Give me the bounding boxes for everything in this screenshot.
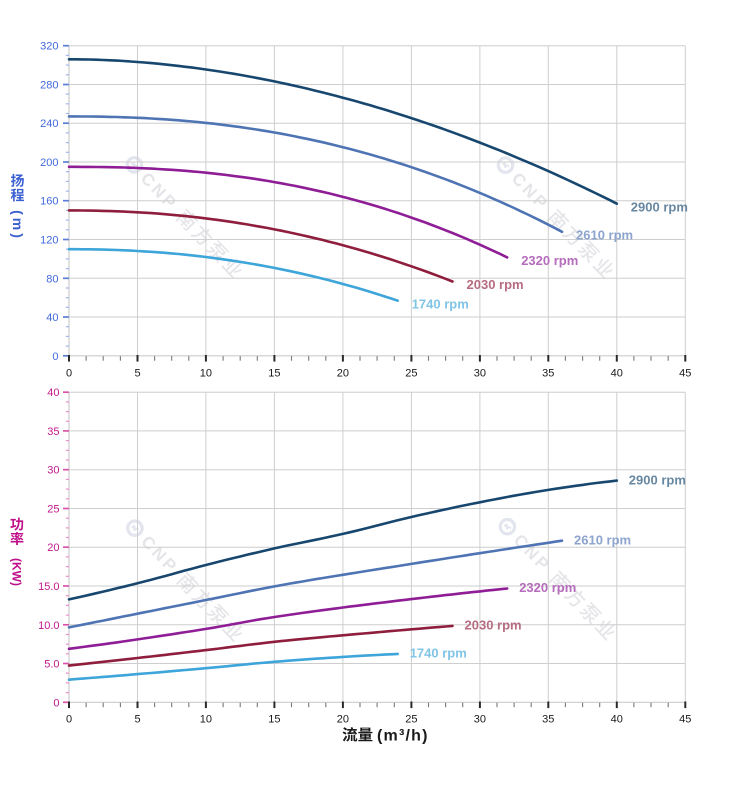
svg-text:30: 30 [47, 465, 59, 477]
svg-text:0: 0 [53, 697, 59, 709]
svg-text:25: 25 [405, 367, 417, 379]
svg-text:2320 rpm: 2320 rpm [521, 253, 578, 268]
svg-text:240: 240 [40, 118, 58, 130]
svg-text:35: 35 [542, 367, 554, 379]
svg-text:(m³/h): (m³/h) [377, 728, 429, 745]
svg-text:5.0: 5.0 [44, 659, 59, 671]
svg-text:320: 320 [40, 41, 58, 53]
svg-text:15: 15 [268, 713, 280, 725]
svg-text:1740 rpm: 1740 rpm [412, 296, 469, 311]
svg-text:2320 rpm: 2320 rpm [519, 580, 576, 595]
svg-text:40: 40 [46, 312, 58, 324]
svg-text:20: 20 [337, 367, 349, 379]
svg-text:160: 160 [40, 196, 58, 208]
svg-text:2610 rpm: 2610 rpm [576, 228, 633, 243]
svg-text:(KW): (KW) [10, 558, 24, 586]
svg-text:2030 rpm: 2030 rpm [467, 277, 524, 292]
svg-text:200: 200 [40, 157, 58, 169]
svg-text:40: 40 [47, 387, 59, 399]
svg-text:2900 rpm: 2900 rpm [631, 199, 688, 214]
svg-text:30: 30 [474, 713, 486, 725]
svg-text:2900 rpm: 2900 rpm [629, 472, 686, 487]
svg-text:280: 280 [40, 80, 58, 92]
svg-text:25: 25 [405, 713, 417, 725]
svg-text:30: 30 [474, 367, 486, 379]
svg-text:120: 120 [40, 235, 58, 247]
svg-text:20: 20 [337, 713, 349, 725]
svg-text:0: 0 [66, 367, 72, 379]
svg-text:5: 5 [134, 713, 140, 725]
svg-text:2610 rpm: 2610 rpm [574, 532, 631, 547]
svg-text:0: 0 [52, 351, 58, 363]
svg-text:0: 0 [66, 713, 72, 725]
svg-text:20: 20 [47, 542, 59, 554]
svg-text:40: 40 [611, 367, 623, 379]
svg-text:5: 5 [134, 367, 140, 379]
svg-text:10: 10 [200, 713, 212, 725]
svg-text:25: 25 [47, 504, 59, 516]
svg-text:15: 15 [268, 367, 280, 379]
svg-text:80: 80 [46, 273, 58, 285]
svg-text:40: 40 [611, 713, 623, 725]
svg-text:10.0: 10.0 [38, 620, 59, 632]
svg-text:35: 35 [542, 713, 554, 725]
svg-text:45: 45 [679, 367, 691, 379]
svg-text:10: 10 [200, 367, 212, 379]
svg-text:35: 35 [47, 426, 59, 438]
svg-text:(m): (m) [10, 210, 26, 241]
svg-text:45: 45 [679, 713, 691, 725]
svg-text:15.0: 15.0 [38, 581, 59, 593]
svg-text:2030 rpm: 2030 rpm [465, 618, 522, 633]
svg-text:1740 rpm: 1740 rpm [410, 646, 467, 661]
